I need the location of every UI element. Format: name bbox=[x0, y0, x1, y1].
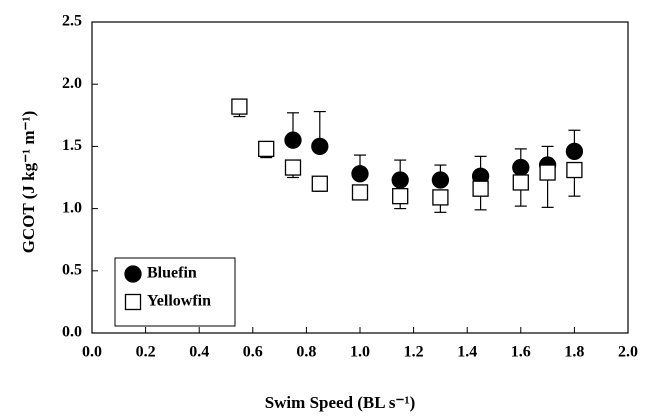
point bbox=[284, 159, 302, 176]
point bbox=[539, 164, 556, 181]
point bbox=[512, 174, 529, 191]
legend-marker bbox=[124, 293, 142, 311]
x-tick-label: 0.8 bbox=[296, 344, 316, 361]
point bbox=[284, 131, 302, 149]
x-tick-label: 1.2 bbox=[404, 344, 424, 361]
point bbox=[472, 180, 489, 197]
point bbox=[392, 188, 409, 205]
x-tick-label: 1.8 bbox=[564, 344, 584, 361]
point bbox=[391, 171, 409, 189]
legend-label: Bluefin bbox=[147, 265, 197, 282]
x-axis-label: Swim Speed (BL s⁻¹) bbox=[265, 393, 416, 412]
point bbox=[351, 184, 369, 201]
point bbox=[566, 161, 583, 179]
y-tick-label: 0.0 bbox=[62, 324, 82, 341]
x-tick-label: 0.6 bbox=[243, 344, 263, 361]
x-tick-label: 1.0 bbox=[350, 344, 370, 361]
point bbox=[512, 158, 530, 177]
y-tick-label: 0.5 bbox=[62, 261, 82, 278]
legend-marker bbox=[124, 265, 142, 283]
x-tick-label: 0.2 bbox=[136, 344, 156, 361]
x-tick-label: 0.4 bbox=[189, 344, 209, 361]
x-tick-label: 1.6 bbox=[511, 344, 531, 361]
y-tick-label: 1.0 bbox=[62, 199, 82, 216]
point bbox=[351, 165, 369, 183]
point bbox=[231, 98, 248, 115]
point bbox=[311, 137, 329, 156]
point bbox=[311, 175, 328, 192]
point bbox=[431, 171, 450, 189]
point bbox=[565, 142, 584, 161]
y-axis-label: GCOT (J kg⁻¹ m⁻¹) bbox=[19, 111, 38, 254]
x-tick-label: 0.0 bbox=[82, 344, 102, 361]
point bbox=[432, 189, 449, 206]
y-tick-label: 2.0 bbox=[62, 75, 82, 92]
legend-label: Yellowfin bbox=[147, 293, 211, 310]
y-tick-label: 1.5 bbox=[62, 137, 82, 154]
x-tick-label: 1.4 bbox=[457, 344, 477, 361]
x-tick-label: 2.0 bbox=[618, 344, 638, 361]
y-tick-label: 2.5 bbox=[62, 13, 82, 30]
point bbox=[258, 140, 275, 158]
